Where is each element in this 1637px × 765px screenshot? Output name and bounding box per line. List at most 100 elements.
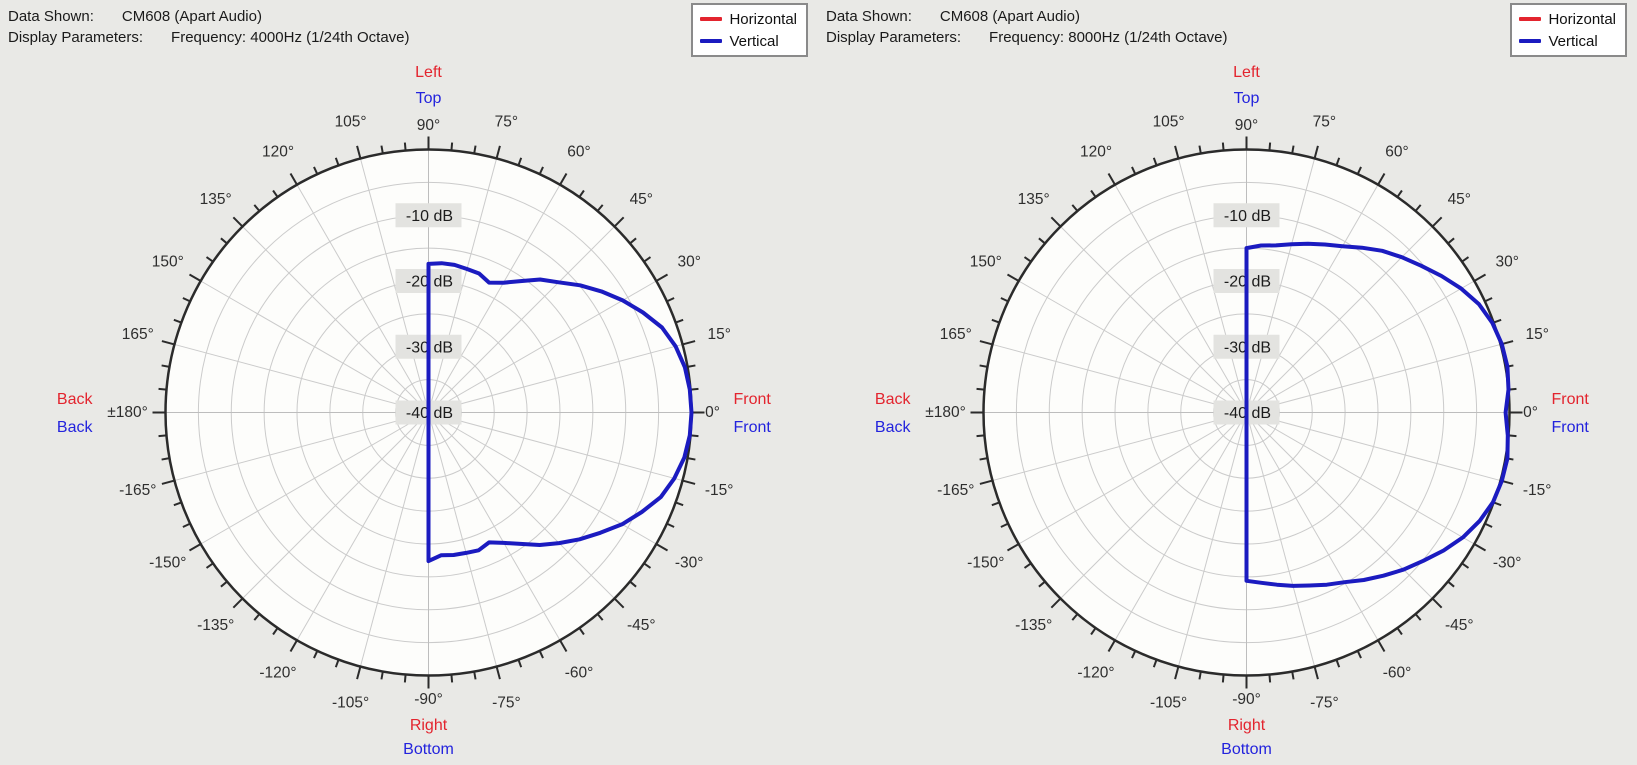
data-shown-row: Data Shown: CM608 (Apart Audio): [826, 6, 1228, 27]
legend-item-horizontal: Horizontal: [700, 8, 797, 30]
legend-label-vertical: Vertical: [1548, 32, 1598, 50]
angle-label: -45°: [1445, 617, 1474, 634]
angle-label: -90°: [1232, 691, 1261, 708]
polar-grid-spokes: [983, 149, 1510, 676]
angle-label: 60°: [1385, 143, 1408, 160]
angle-label: 15°: [707, 326, 730, 343]
angle-label: 120°: [1080, 143, 1112, 160]
horizontal-series-swatch: [700, 17, 723, 21]
angle-label: 0°: [705, 404, 720, 421]
angle-label: -60°: [565, 665, 594, 682]
angle-label: 150°: [970, 254, 1002, 271]
polar-chart-svg: 90° 75° 60° 45° 30° 15° 0° -15° -30° -45° -60° -75°…: [875, 64, 1589, 758]
orientation-label-bottom-vertical: Bottom: [1221, 741, 1272, 758]
legend: Horizontal Vertical: [691, 3, 808, 57]
angle-label: 135°: [1018, 191, 1050, 208]
display-parameters-value: Frequency: 8000Hz (1/24th Octave): [989, 29, 1228, 46]
angle-labels: 90° 75° 60° 45° 30° 15° 0° -15° -30° -45° -60° -75°…: [107, 113, 733, 711]
angle-label: ±180°: [107, 404, 148, 421]
angle-label: -90°: [414, 691, 443, 708]
angle-label: -30°: [1493, 555, 1522, 572]
angle-label: 135°: [200, 191, 232, 208]
display-parameters-value: Frequency: 4000Hz (1/24th Octave): [171, 29, 410, 46]
orientation-label-top-horizontal: Left: [1233, 64, 1260, 81]
orientation-labels: Left Top Right Bottom Back Back Front Front: [57, 64, 771, 758]
angle-ticks: [152, 136, 705, 689]
panel-header: Data Shown: CM608 (Apart Audio) Display P…: [8, 6, 410, 48]
vertical-series-swatch: [700, 39, 723, 43]
angle-label: -15°: [1523, 482, 1552, 499]
orientation-label-bottom-vertical: Bottom: [403, 741, 454, 758]
angle-label: 15°: [1525, 326, 1548, 343]
angle-label: 105°: [335, 113, 367, 130]
angle-label: ±180°: [925, 404, 966, 421]
angle-label: -150°: [967, 555, 1004, 572]
data-shown-value: CM608 (Apart Audio): [939, 8, 1080, 25]
angle-label: -120°: [259, 665, 296, 682]
orientation-label-top-horizontal: Left: [415, 64, 442, 81]
angle-label: 45°: [630, 191, 653, 208]
polar-chart-8000hz: 90° 75° 60° 45° 30° 15° 0° -15° -30° -45° -60° -75°…: [818, 0, 1637, 765]
orientation-label-front-horizontal: Front: [734, 391, 772, 408]
angle-label: 120°: [262, 143, 294, 160]
angle-labels: 90° 75° 60° 45° 30° 15° 0° -15° -30° -45° -60° -75°…: [925, 113, 1551, 711]
panel-8000hz: 90° 75° 60° 45° 30° 15° 0° -15° -30° -45° -60° -75°…: [818, 0, 1637, 765]
orientation-label-front-vertical: Front: [1552, 419, 1590, 436]
angle-label: -135°: [1015, 617, 1052, 634]
legend-label-horizontal: Horizontal: [729, 10, 797, 28]
data-shown-row: Data Shown: CM608 (Apart Audio): [8, 6, 410, 27]
orientation-label-back-horizontal: Back: [57, 391, 94, 408]
panel-4000hz: 90° 75° 60° 45° 30° 15° 0° -15° -30° -45° -60° -75°…: [0, 0, 818, 765]
vertical-series-swatch: [1519, 39, 1542, 43]
angle-label: -165°: [937, 482, 974, 499]
angle-label: 165°: [122, 326, 154, 343]
horizontal-series-swatch: [1519, 17, 1542, 21]
display-parameters-row: Display Parameters: Frequency: 8000Hz (1/…: [826, 27, 1228, 48]
db-ring-label: -10 dB: [406, 208, 453, 225]
db-ring-label: -10 dB: [1224, 208, 1271, 225]
angle-label: 30°: [1495, 254, 1518, 271]
angle-label: -75°: [1310, 695, 1339, 712]
angle-ticks: [970, 136, 1523, 689]
angle-label: 75°: [1313, 113, 1336, 130]
angle-label: 165°: [940, 326, 972, 343]
angle-label: 60°: [567, 143, 590, 160]
angle-label: -15°: [705, 482, 734, 499]
orientation-label-front-vertical: Front: [734, 419, 772, 436]
orientation-label-front-horizontal: Front: [1552, 391, 1590, 408]
polar-chart-svg: 90° 75° 60° 45° 30° 15° 0° -15° -30° -45° -60° -75°…: [57, 64, 771, 758]
legend-item-vertical: Vertical: [700, 30, 797, 52]
display-parameters-label: Display Parameters:: [8, 29, 144, 46]
orientation-label-back-vertical: Back: [57, 419, 94, 436]
data-shown-label: Data Shown:: [826, 8, 912, 25]
orientation-label-bottom-horizontal: Right: [1228, 717, 1266, 734]
angle-label: -30°: [675, 555, 704, 572]
angle-label: -150°: [149, 555, 186, 572]
angle-label: 0°: [1523, 404, 1538, 421]
orientation-label-back-horizontal: Back: [875, 391, 912, 408]
legend: Horizontal Vertical: [1510, 3, 1627, 57]
angle-label: -75°: [492, 695, 521, 712]
legend-label-horizontal: Horizontal: [1548, 10, 1616, 28]
angle-label: 150°: [152, 254, 184, 271]
angle-label: -60°: [1383, 665, 1412, 682]
vertical-series-curve: [426, 261, 694, 564]
angle-label: -120°: [1077, 665, 1114, 682]
angle-label: -165°: [119, 482, 156, 499]
display-parameters-label: Display Parameters:: [826, 29, 962, 46]
orientation-label-bottom-horizontal: Right: [410, 717, 448, 734]
panel-header: Data Shown: CM608 (Apart Audio) Display P…: [826, 6, 1228, 48]
angle-label: 105°: [1153, 113, 1185, 130]
angle-label: 45°: [1448, 191, 1471, 208]
orientation-label-back-vertical: Back: [875, 419, 912, 436]
legend-item-horizontal: Horizontal: [1519, 8, 1616, 30]
legend-item-vertical: Vertical: [1519, 30, 1616, 52]
orientation-labels: Left Top Right Bottom Back Back Front Front: [875, 64, 1589, 758]
angle-label: 90°: [417, 117, 440, 134]
vertical-series-curve: [1244, 241, 1511, 588]
orientation-label-top-vertical: Top: [416, 90, 442, 107]
data-shown-value: CM608 (Apart Audio): [121, 8, 262, 25]
angle-label: 75°: [495, 113, 518, 130]
angle-label: -135°: [197, 617, 234, 634]
